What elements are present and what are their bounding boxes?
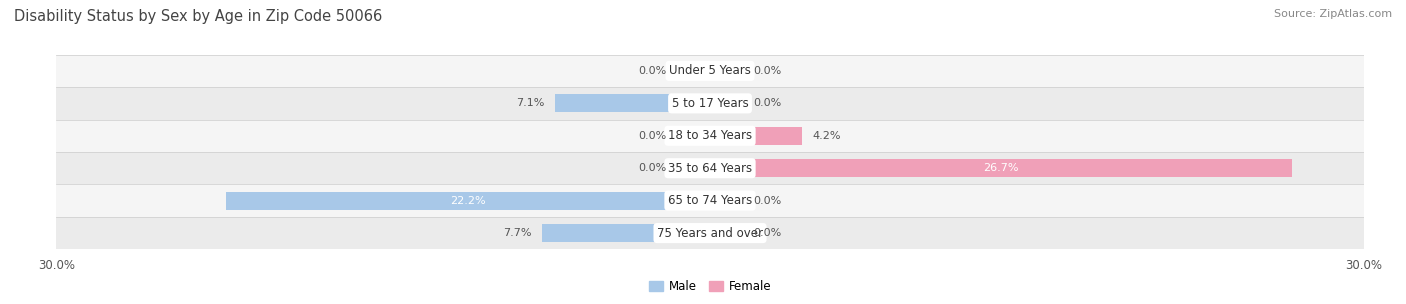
Bar: [710, 192, 742, 209]
Bar: [226, 192, 710, 209]
Text: Source: ZipAtlas.com: Source: ZipAtlas.com: [1274, 9, 1392, 19]
Text: 7.1%: 7.1%: [516, 98, 544, 108]
Text: 26.7%: 26.7%: [983, 163, 1019, 173]
Bar: [56, 185, 1364, 217]
Legend: Male, Female: Male, Female: [644, 275, 776, 298]
Text: 0.0%: 0.0%: [638, 66, 666, 76]
Text: 22.2%: 22.2%: [450, 196, 486, 206]
Bar: [678, 159, 710, 177]
Text: 65 to 74 Years: 65 to 74 Years: [668, 194, 752, 207]
Bar: [555, 95, 710, 112]
Text: Under 5 Years: Under 5 Years: [669, 64, 751, 78]
Bar: [678, 127, 710, 145]
Bar: [56, 55, 1364, 87]
Bar: [710, 95, 742, 112]
Text: 35 to 64 Years: 35 to 64 Years: [668, 162, 752, 175]
Text: 4.2%: 4.2%: [813, 131, 841, 141]
Text: 75 Years and over: 75 Years and over: [657, 226, 763, 240]
Bar: [543, 224, 710, 242]
Bar: [56, 152, 1364, 185]
Text: 0.0%: 0.0%: [638, 163, 666, 173]
Text: 0.0%: 0.0%: [638, 131, 666, 141]
Text: 0.0%: 0.0%: [754, 196, 782, 206]
Bar: [56, 217, 1364, 249]
Bar: [710, 224, 742, 242]
Text: 0.0%: 0.0%: [754, 98, 782, 108]
Bar: [56, 119, 1364, 152]
Text: 0.0%: 0.0%: [754, 228, 782, 238]
Text: 5 to 17 Years: 5 to 17 Years: [672, 97, 748, 110]
Bar: [56, 87, 1364, 119]
Bar: [710, 159, 1292, 177]
Text: 7.7%: 7.7%: [503, 228, 531, 238]
Text: 18 to 34 Years: 18 to 34 Years: [668, 129, 752, 142]
Text: Disability Status by Sex by Age in Zip Code 50066: Disability Status by Sex by Age in Zip C…: [14, 9, 382, 24]
Text: 0.0%: 0.0%: [754, 66, 782, 76]
Bar: [678, 62, 710, 80]
Bar: [710, 62, 742, 80]
Bar: [710, 127, 801, 145]
